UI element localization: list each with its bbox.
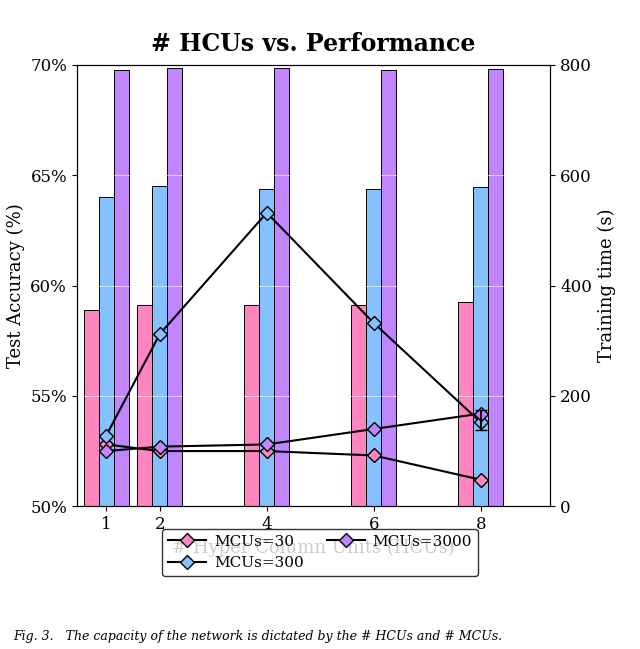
X-axis label: # Hyper Column Units (HCUs): # Hyper Column Units (HCUs) [172, 539, 455, 557]
Bar [488, 69, 503, 506]
Y-axis label: Test Accuracy (%): Test Accuracy (%) [6, 203, 25, 368]
Bar [474, 188, 488, 506]
Bar [137, 305, 152, 506]
Bar [152, 186, 167, 506]
Bar [366, 189, 381, 506]
Legend: MCUs=30, MCUs=300, MCUs=3000: MCUs=30, MCUs=300, MCUs=3000 [162, 528, 478, 576]
Bar [381, 70, 396, 506]
Bar [99, 197, 114, 506]
Bar [259, 189, 275, 506]
Y-axis label: Training time (s): Training time (s) [598, 209, 616, 362]
Bar [84, 310, 99, 506]
Bar [167, 67, 182, 506]
Bar [275, 67, 289, 506]
Bar [458, 302, 474, 506]
Bar [351, 305, 366, 506]
Bar [114, 70, 129, 506]
Text: Fig. 3.   The capacity of the network is dictated by the # HCUs and # MCUs.: Fig. 3. The capacity of the network is d… [13, 630, 502, 643]
Title: # HCUs vs. Performance: # HCUs vs. Performance [152, 32, 476, 56]
Bar [244, 305, 259, 506]
